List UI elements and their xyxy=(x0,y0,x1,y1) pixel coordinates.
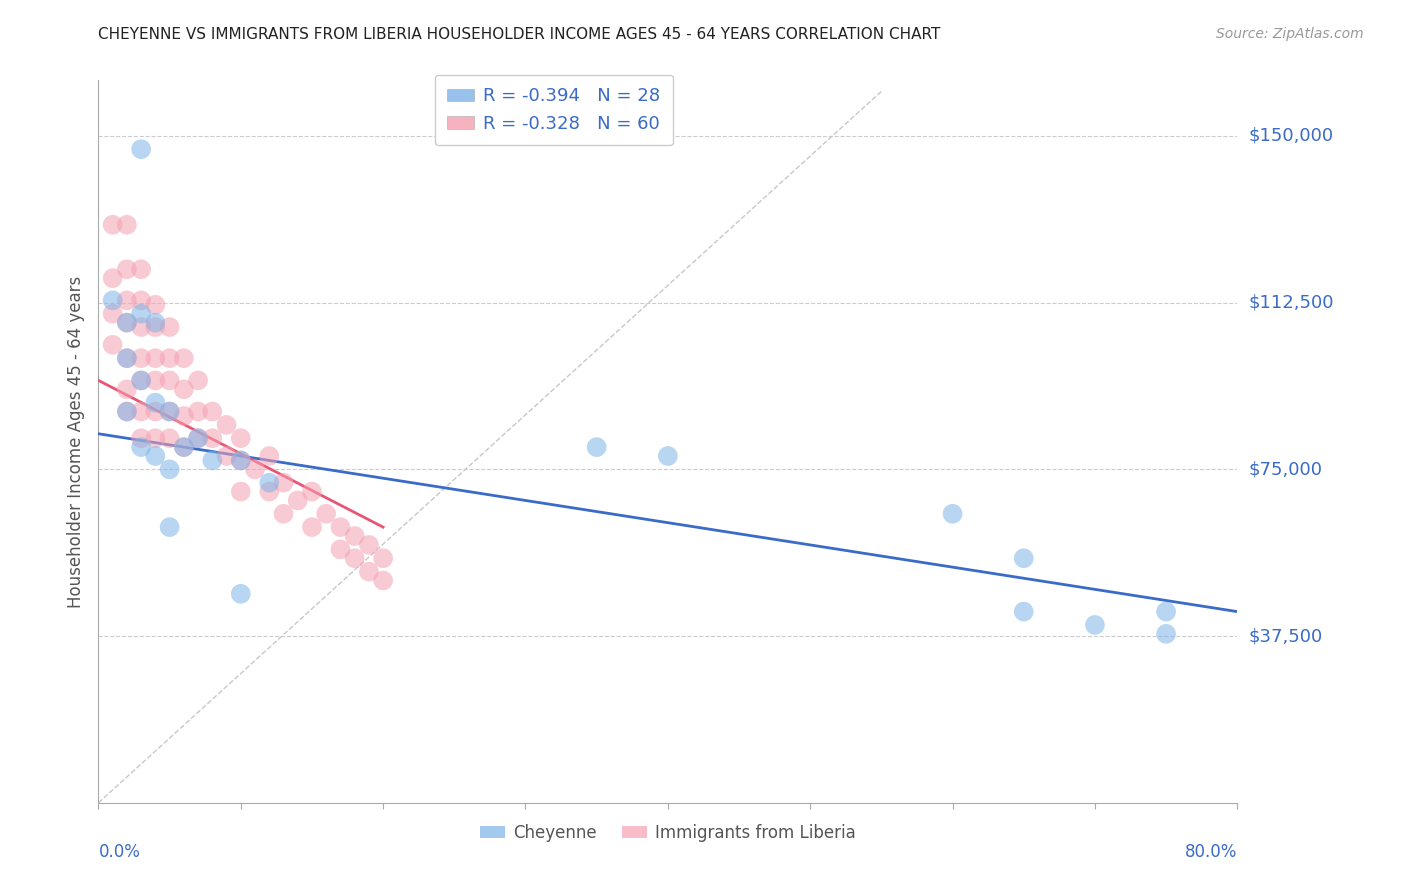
Point xyxy=(145,449,167,463)
Point xyxy=(1154,627,1177,641)
Point xyxy=(115,262,138,277)
Text: CHEYENNE VS IMMIGRANTS FROM LIBERIA HOUSEHOLDER INCOME AGES 45 - 64 YEARS CORREL: CHEYENNE VS IMMIGRANTS FROM LIBERIA HOUS… xyxy=(98,27,941,42)
Point xyxy=(129,351,152,366)
Point xyxy=(129,373,152,387)
Point xyxy=(115,351,138,366)
Point xyxy=(129,373,152,387)
Point xyxy=(129,142,152,156)
Point xyxy=(101,338,124,352)
Point xyxy=(287,493,309,508)
Point xyxy=(329,520,352,534)
Point xyxy=(145,351,167,366)
Point xyxy=(129,293,152,308)
Point xyxy=(101,271,124,285)
Point xyxy=(129,262,152,277)
Point xyxy=(329,542,352,557)
Point xyxy=(229,484,252,499)
Point xyxy=(115,293,138,308)
Point xyxy=(215,449,238,463)
Point xyxy=(301,520,323,534)
Point xyxy=(159,404,181,418)
Point xyxy=(115,316,138,330)
Point xyxy=(243,462,266,476)
Point xyxy=(215,417,238,432)
Point xyxy=(159,462,181,476)
Text: $37,500: $37,500 xyxy=(1249,627,1323,645)
Point xyxy=(145,373,167,387)
Point xyxy=(159,373,181,387)
Point xyxy=(229,587,252,601)
Point xyxy=(173,440,195,454)
Point xyxy=(373,574,395,588)
Point xyxy=(145,298,167,312)
Point xyxy=(187,373,209,387)
Point xyxy=(145,395,167,409)
Point xyxy=(273,507,295,521)
Point xyxy=(229,431,252,445)
Point xyxy=(159,351,181,366)
Point xyxy=(115,218,138,232)
Point xyxy=(173,351,195,366)
Point xyxy=(159,320,181,334)
Point xyxy=(115,404,138,418)
Point xyxy=(145,316,167,330)
Point xyxy=(585,440,607,454)
Point xyxy=(259,449,281,463)
Point xyxy=(1154,605,1177,619)
Point xyxy=(343,551,366,566)
Point xyxy=(201,431,224,445)
Point xyxy=(145,404,167,418)
Point xyxy=(315,507,337,521)
Point xyxy=(657,449,679,463)
Point xyxy=(229,453,252,467)
Point xyxy=(173,382,195,396)
Point xyxy=(187,404,209,418)
Point xyxy=(115,351,138,366)
Point xyxy=(942,507,965,521)
Point xyxy=(273,475,295,490)
Point xyxy=(173,440,195,454)
Point xyxy=(201,453,224,467)
Text: $112,500: $112,500 xyxy=(1249,293,1334,311)
Point xyxy=(101,307,124,321)
Point xyxy=(159,520,181,534)
Point xyxy=(229,453,252,467)
Point xyxy=(173,409,195,423)
Point xyxy=(159,404,181,418)
Point xyxy=(201,404,224,418)
Point xyxy=(187,431,209,445)
Point xyxy=(115,404,138,418)
Point xyxy=(343,529,366,543)
Point xyxy=(145,320,167,334)
Point xyxy=(373,551,395,566)
Point xyxy=(1084,618,1107,632)
Text: $150,000: $150,000 xyxy=(1249,127,1333,145)
Point xyxy=(129,440,152,454)
Text: 80.0%: 80.0% xyxy=(1185,843,1237,861)
Legend: Cheyenne, Immigrants from Liberia: Cheyenne, Immigrants from Liberia xyxy=(474,817,862,848)
Text: Source: ZipAtlas.com: Source: ZipAtlas.com xyxy=(1216,27,1364,41)
Point xyxy=(129,404,152,418)
Text: 0.0%: 0.0% xyxy=(98,843,141,861)
Point xyxy=(1012,605,1035,619)
Point xyxy=(129,307,152,321)
Point xyxy=(101,293,124,308)
Point xyxy=(259,475,281,490)
Point xyxy=(145,431,167,445)
Point xyxy=(115,382,138,396)
Point xyxy=(187,431,209,445)
Y-axis label: Householder Income Ages 45 - 64 years: Householder Income Ages 45 - 64 years xyxy=(66,276,84,607)
Point xyxy=(357,538,380,552)
Point xyxy=(129,320,152,334)
Point xyxy=(1012,551,1035,566)
Point xyxy=(101,218,124,232)
Point xyxy=(159,431,181,445)
Text: $75,000: $75,000 xyxy=(1249,460,1323,478)
Point xyxy=(357,565,380,579)
Point xyxy=(259,484,281,499)
Point xyxy=(301,484,323,499)
Point xyxy=(115,316,138,330)
Point xyxy=(129,431,152,445)
